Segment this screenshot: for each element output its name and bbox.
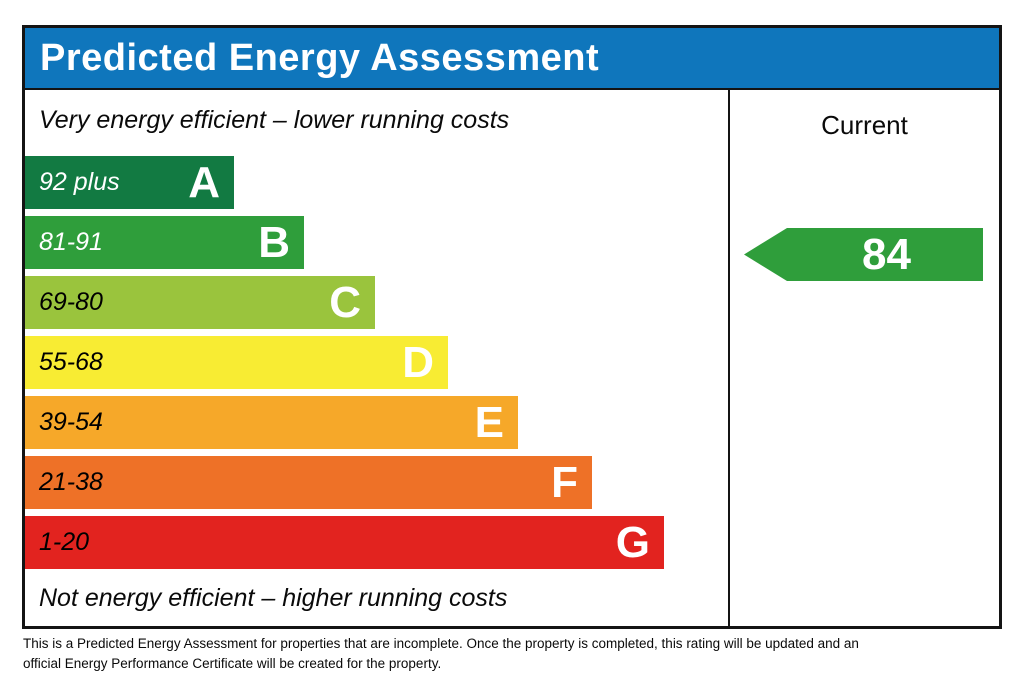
footer-line-1: This is a Predicted Energy Assessment fo… [23, 636, 859, 651]
band-range-label: 69-80 [39, 288, 103, 316]
current-rating-arrow: 84 [744, 228, 983, 281]
band-letter: D [402, 338, 434, 387]
band-range-label: 55-68 [39, 348, 103, 376]
band-range-label: 81-91 [39, 228, 103, 256]
band-bar-e: 39-54 E [25, 396, 518, 449]
band-bar-f: 21-38 F [25, 456, 592, 509]
bands-area: Very energy efficient – lower running co… [25, 90, 728, 626]
current-column-header: Current [821, 110, 908, 140]
page-title: Predicted Energy Assessment [40, 36, 600, 79]
top-caption: Very energy efficient – lower running co… [39, 106, 510, 134]
footer-line-2: official Energy Performance Certificate … [23, 656, 442, 671]
chart-content: Very energy efficient – lower running co… [25, 90, 999, 626]
title-bar: Predicted Energy Assessment [25, 28, 999, 90]
band-letter: C [329, 278, 361, 327]
certificate-panel: Predicted Energy Assessment Very energy … [22, 25, 1002, 629]
band-range-label: 1-20 [39, 528, 90, 556]
band-bar-b: 81-91 B [25, 216, 304, 269]
band-bar-d: 55-68 D [25, 336, 448, 389]
band-letter: A [188, 158, 220, 207]
current-rating-value: 84 [862, 229, 911, 279]
band-letter: E [474, 398, 504, 447]
band-letter: F [551, 458, 578, 507]
band-bar-c: 69-80 C [25, 276, 375, 329]
band-bar-a: 92 plus A [25, 156, 234, 209]
band-range-label: 92 plus [39, 168, 120, 196]
band-bar-g: 1-20 G [25, 516, 664, 569]
band-range-label: 39-54 [39, 408, 103, 436]
band-range-label: 21-38 [39, 468, 103, 496]
band-letter: B [258, 218, 290, 267]
current-column: Current 84 [728, 90, 999, 626]
band-letter: G [615, 518, 650, 567]
footer-disclaimer: This is a Predicted Energy Assessment fo… [23, 634, 859, 674]
bottom-caption: Not energy efficient – higher running co… [39, 584, 508, 612]
